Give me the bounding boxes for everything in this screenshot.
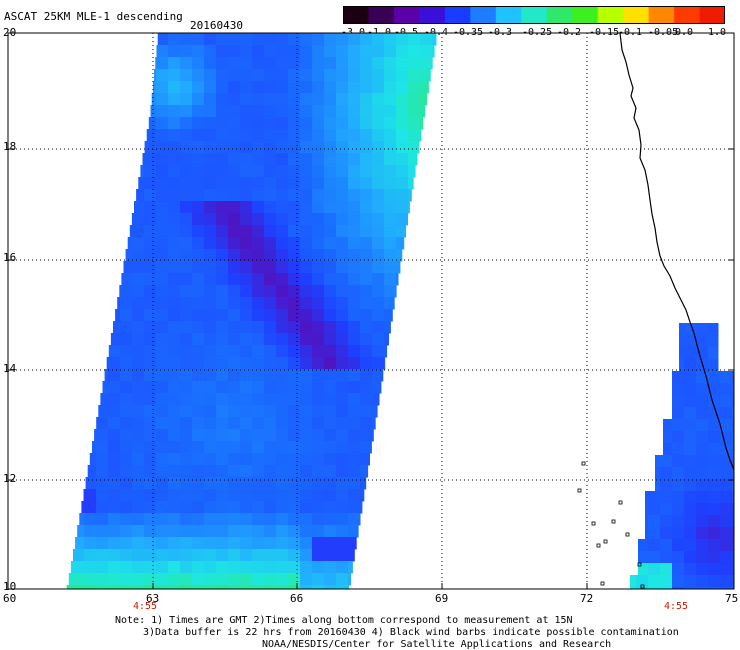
color-bin bbox=[572, 6, 599, 24]
map-frame bbox=[7, 32, 735, 590]
color-bin bbox=[393, 6, 420, 24]
color-bin bbox=[597, 6, 624, 24]
note-line-2: 3)Data buffer is 22 hrs from 20160430 4)… bbox=[143, 627, 679, 638]
color-bin bbox=[470, 6, 497, 24]
coastline-layer bbox=[577, 32, 735, 589]
island bbox=[577, 488, 582, 493]
color-bin bbox=[648, 6, 675, 24]
island bbox=[596, 543, 601, 548]
lat-label-14: 14 bbox=[3, 362, 17, 375]
note-line-1: Note: 1) Times are GMT 2)Times along bot… bbox=[115, 615, 573, 626]
island bbox=[618, 500, 623, 505]
lat-label-18: 18 bbox=[3, 140, 17, 153]
island bbox=[611, 519, 616, 524]
pass-time-left: 4:55 bbox=[133, 601, 158, 612]
color-scale-bar bbox=[343, 6, 725, 24]
color-bin bbox=[699, 6, 725, 24]
note-line-3: NOAA/NESDIS/Center for Satellite Applica… bbox=[262, 639, 612, 650]
pass-time-right: 4:55 bbox=[664, 601, 689, 612]
color-bin bbox=[495, 6, 522, 24]
lon-label-60: 60 bbox=[3, 592, 17, 605]
map-title: ASCAT 25KM MLE-1 descending bbox=[4, 10, 183, 23]
color-bin bbox=[546, 6, 573, 24]
coastline bbox=[619, 32, 735, 471]
lat-label-16: 16 bbox=[3, 251, 17, 264]
island bbox=[581, 461, 586, 466]
lon-label-69: 69 bbox=[435, 592, 449, 605]
swath-data-layer bbox=[66, 33, 735, 590]
island bbox=[625, 532, 630, 537]
lat-label-10: 10 bbox=[3, 580, 17, 593]
color-bin bbox=[419, 6, 446, 24]
map-date: 20160430 bbox=[190, 19, 243, 32]
lon-label-72: 72 bbox=[580, 592, 594, 605]
lat-label-20: 20 bbox=[3, 26, 17, 39]
island bbox=[637, 562, 642, 567]
island bbox=[600, 581, 605, 586]
color-bin bbox=[623, 6, 650, 24]
island bbox=[591, 521, 596, 526]
lon-label-63: 63 bbox=[146, 592, 160, 605]
color-bin bbox=[444, 6, 471, 24]
color-bin bbox=[343, 6, 370, 24]
island bbox=[640, 584, 645, 589]
island bbox=[603, 539, 608, 544]
color-bin bbox=[368, 6, 395, 24]
lat-label-12: 12 bbox=[3, 472, 17, 485]
color-bin bbox=[674, 6, 701, 24]
lon-label-66: 66 bbox=[290, 592, 304, 605]
color-bin bbox=[521, 6, 548, 24]
lon-label-75: 75 bbox=[725, 592, 739, 605]
